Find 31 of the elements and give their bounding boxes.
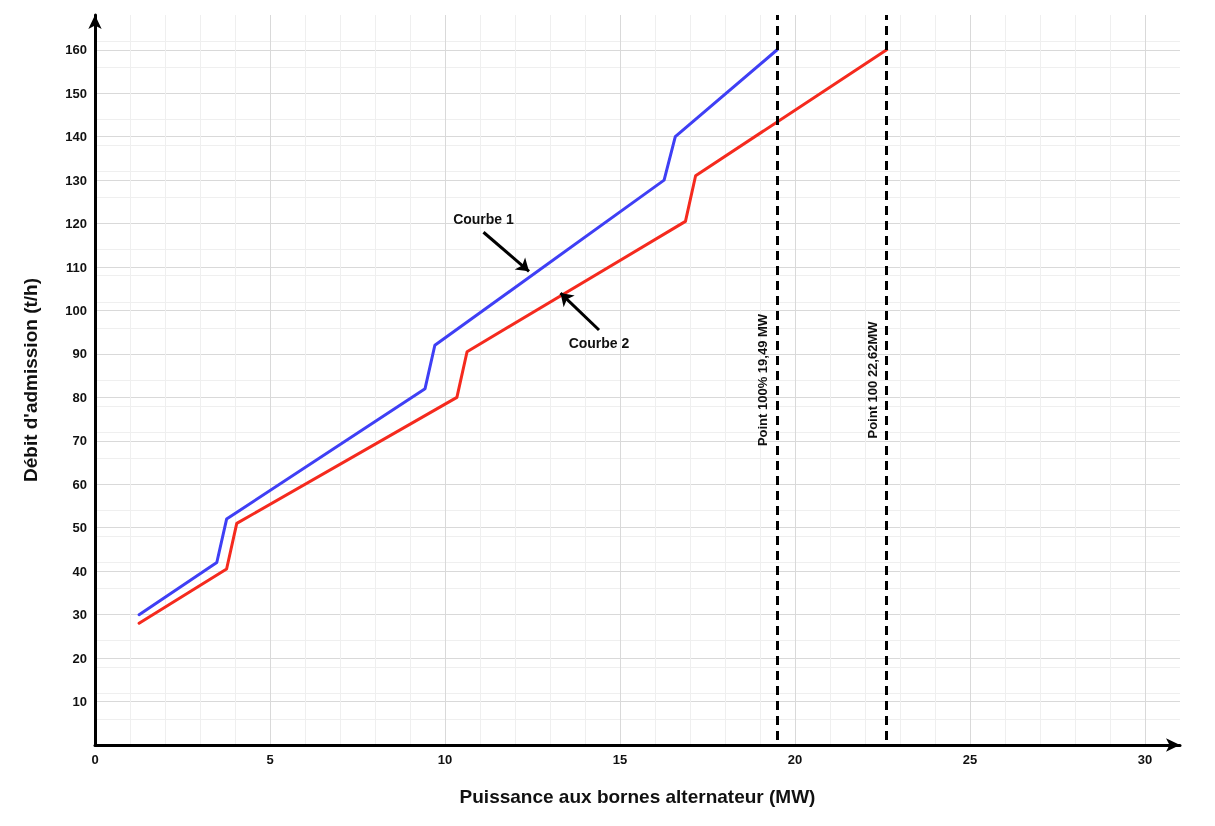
y-tick-label: 10 xyxy=(72,694,87,710)
y-tick-label: 160 xyxy=(65,42,87,58)
y-tick-label: 70 xyxy=(72,433,87,449)
x-tick-label: 5 xyxy=(266,752,274,767)
y-tick-label: 110 xyxy=(66,259,87,275)
x-axis-title: Puissance aux bornes alternateur (MW) xyxy=(459,786,816,807)
y-tick-label: 100 xyxy=(65,302,87,318)
y-tick-label: 30 xyxy=(72,607,87,623)
y-tick-label: 120 xyxy=(65,216,87,232)
y-tick-label: 40 xyxy=(72,563,87,579)
x-tick-label: 25 xyxy=(962,752,978,767)
line-series xyxy=(137,48,779,617)
y-tick-label: 60 xyxy=(72,476,87,492)
annotation: Courbe 2 xyxy=(568,335,630,352)
y-tick-label: 20 xyxy=(72,650,87,666)
y-axis-title: Débit d'admission (t/h) xyxy=(20,277,41,483)
x-tick-label: 30 xyxy=(1137,752,1153,767)
y-tick-label: 90 xyxy=(72,346,87,362)
line-series xyxy=(137,48,889,625)
x-tick-label: 15 xyxy=(612,752,628,767)
x-tick-label: 20 xyxy=(787,752,803,767)
x-tick-label: 0 xyxy=(91,752,99,767)
annotation: Courbe 1 xyxy=(453,211,515,228)
x-tick-label: 10 xyxy=(437,752,453,767)
ref-line-label: Point 100% 19,49 MW xyxy=(755,313,771,447)
ref-line-label: Point 100 22,62MW xyxy=(864,320,880,439)
y-tick-label: 140 xyxy=(65,129,87,145)
y-tick-label: 130 xyxy=(65,172,87,188)
y-tick-label: 80 xyxy=(72,389,87,405)
y-tick-label: 50 xyxy=(72,520,87,536)
y-tick-label: 150 xyxy=(65,85,87,101)
